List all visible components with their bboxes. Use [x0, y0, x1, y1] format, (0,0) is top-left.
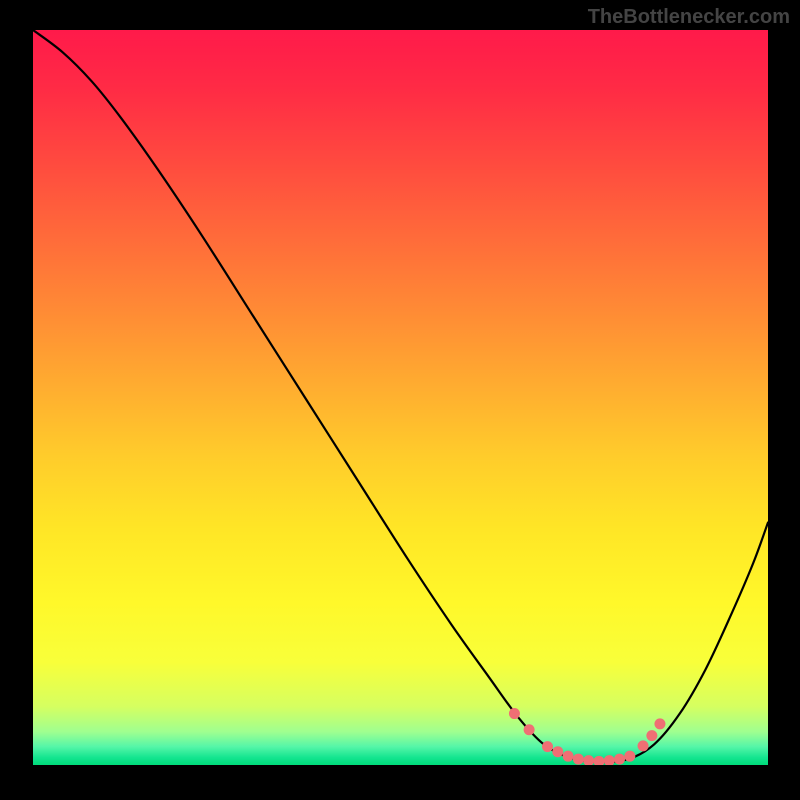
marker-point [654, 718, 665, 729]
marker-point [552, 746, 563, 757]
marker-point [614, 754, 625, 765]
marker-point [524, 724, 535, 735]
watermark-text: TheBottlenecker.com [588, 6, 790, 29]
plot-svg [33, 30, 768, 765]
chart-container: TheBottlenecker.com [0, 0, 800, 800]
marker-point [573, 754, 584, 765]
marker-point [624, 751, 635, 762]
marker-point [542, 741, 553, 752]
marker-point [646, 730, 657, 741]
plot-area [33, 30, 768, 765]
gradient-background [33, 30, 768, 765]
marker-point [563, 751, 574, 762]
marker-point [638, 740, 649, 751]
marker-point [509, 708, 520, 719]
